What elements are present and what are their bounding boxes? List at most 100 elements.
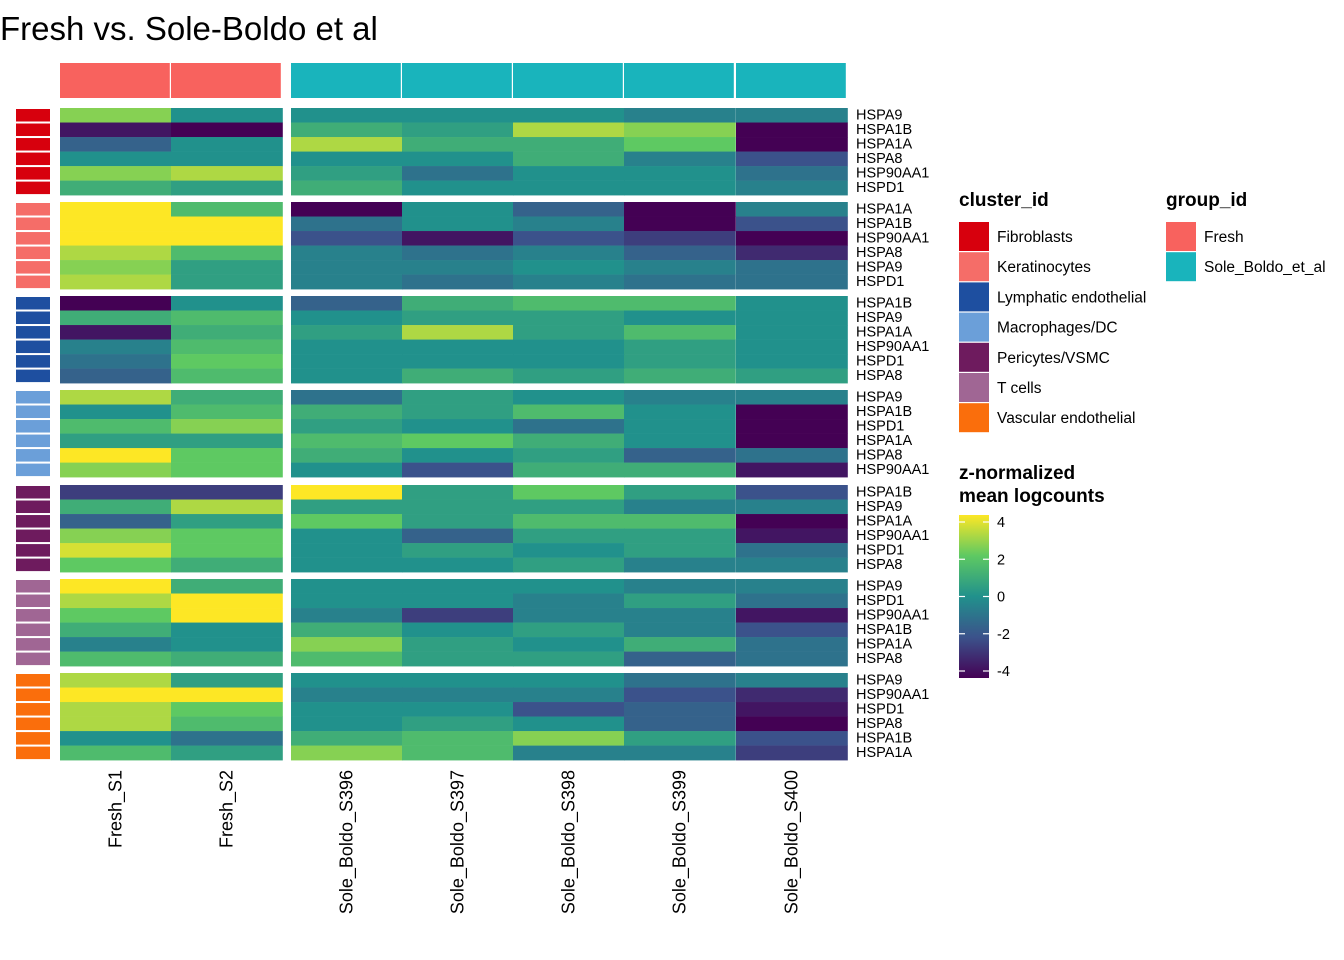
- heatmap-cell: [60, 608, 172, 623]
- heatmap-cell: [402, 745, 514, 761]
- heatmap-cell: [736, 108, 848, 123]
- heatmap-cell: [736, 216, 848, 232]
- cluster-legend: cluster_id Fibroblasts Keratinocytes Lymph…: [959, 190, 1146, 433]
- gene-row-label: HSP90AA1: [856, 166, 929, 182]
- cluster-annotation-cell: [16, 232, 50, 245]
- heatmap-cell: [624, 499, 736, 515]
- cluster-annotation-cell: [16, 152, 50, 166]
- group-legend-title: group_id: [1166, 190, 1247, 211]
- heatmap-cell: [402, 485, 514, 500]
- gene-row-label: HSPA8: [856, 448, 902, 464]
- heatmap-cell: [60, 462, 172, 478]
- heatmap-cell: [171, 274, 283, 290]
- heatmap-cell: [171, 108, 283, 123]
- heatmap-cell: [736, 325, 848, 340]
- heatmap-cell: [171, 499, 283, 515]
- heatmap-cell: [513, 202, 625, 217]
- cluster-annotation-cell: [16, 652, 50, 666]
- gene-row-label: HSPA1A: [856, 637, 912, 653]
- heatmap-cell: [171, 485, 283, 500]
- heatmap-cell: [171, 368, 283, 384]
- gene-row-label: HSPA1B: [856, 731, 912, 747]
- heatmap-cell: [60, 579, 172, 594]
- gene-row-label: HSPA9: [856, 390, 902, 406]
- color-scale-tick-label: 2: [997, 552, 1005, 568]
- heatmap-cell: [402, 390, 514, 405]
- cluster-annotation-cell: [16, 297, 50, 310]
- heatmap-cell: [291, 419, 403, 434]
- heatmap-cell: [60, 745, 172, 761]
- heatmap-cell: [291, 622, 403, 638]
- heatmap-cell: [402, 528, 514, 544]
- heatmap-cell: [736, 543, 848, 558]
- heatmap-cell: [291, 180, 403, 196]
- heatmap-cell: [736, 245, 848, 261]
- heatmap-cell: [402, 274, 514, 290]
- heatmap-cell: [171, 579, 283, 594]
- heatmap-cell: [171, 231, 283, 246]
- heatmap-cell: [60, 485, 172, 500]
- heatmap-cell: [513, 216, 625, 232]
- heatmap-cell: [736, 485, 848, 500]
- heatmap-cell: [171, 419, 283, 434]
- heatmap-cell: [736, 651, 848, 667]
- heatmap-cell: [513, 260, 625, 275]
- heatmap-cell: [736, 622, 848, 638]
- heatmap-cell: [402, 637, 514, 652]
- heatmap-cell: [402, 557, 514, 573]
- heatmap-cell: [402, 731, 514, 746]
- heatmap-cell: [402, 702, 514, 717]
- sample-column-label: Sole_Boldo_S399: [670, 770, 691, 914]
- heatmap-cell: [60, 622, 172, 638]
- heatmap-cell: [60, 354, 172, 369]
- heatmap-cell: [624, 180, 736, 196]
- heatmap-cell: [513, 579, 625, 594]
- heatmap-cell: [60, 310, 172, 326]
- heatmap-cell: [291, 687, 403, 703]
- heatmap-cell: [402, 404, 514, 420]
- heatmap-cell: [736, 180, 848, 196]
- heatmap-cell: [624, 404, 736, 420]
- sample-column-label: Sole_Boldo_S400: [782, 770, 803, 914]
- gene-row-label: HSPA1A: [856, 745, 912, 761]
- heatmap-cell: [736, 608, 848, 623]
- heatmap-cell: [513, 433, 625, 449]
- heatmap-cell: [291, 260, 403, 275]
- heatmap-cell: [171, 687, 283, 703]
- color-scale-tick-label: -4: [997, 664, 1010, 680]
- gene-row-label: HSP90AA1: [856, 339, 929, 355]
- heatmap-cell: [171, 528, 283, 544]
- heatmap-cell: [513, 543, 625, 558]
- heatmap-cell: [513, 245, 625, 261]
- heatmap-cell: [171, 593, 283, 609]
- cluster-annotation-cell: [16, 558, 50, 572]
- group-annotation-cell: [624, 63, 734, 98]
- heatmap-cell: [513, 448, 625, 463]
- heatmap-cell: [624, 462, 736, 478]
- cluster-annotation-cell: [16, 500, 50, 514]
- sample-column-label: Fresh_S1: [106, 770, 127, 848]
- heatmap-cell: [291, 485, 403, 500]
- gene-row-label: HSPA1A: [856, 202, 912, 218]
- heatmap-cell: [60, 260, 172, 275]
- gene-row-labels: HSPA9HSPA1BHSPA1AHSPA8HSP90AA1HSPD1HSPA1…: [856, 108, 929, 762]
- heatmap-cell: [402, 499, 514, 515]
- cluster-annotation-cell: [16, 311, 50, 325]
- gene-row-label: HSPA1B: [856, 296, 912, 312]
- cluster-annotation-cell: [16, 688, 50, 702]
- gene-row-label: HSPA1A: [856, 137, 912, 153]
- cluster-annotation-cell: [16, 515, 50, 528]
- cluster-legend-swatch: [959, 252, 989, 282]
- heatmap-cell: [291, 528, 403, 544]
- heatmap-cell: [402, 231, 514, 246]
- heatmap-cell: [624, 216, 736, 232]
- heatmap-cell: [60, 716, 172, 732]
- heatmap-cell: [291, 593, 403, 609]
- sample-column-label: Sole_Boldo_S396: [337, 770, 358, 914]
- heatmap-cells: [60, 108, 848, 761]
- heatmap-cell: [624, 325, 736, 340]
- heatmap-cell: [513, 673, 625, 688]
- heatmap-cell: [60, 593, 172, 609]
- heatmap-cell: [736, 637, 848, 652]
- heatmap-cell: [513, 180, 625, 196]
